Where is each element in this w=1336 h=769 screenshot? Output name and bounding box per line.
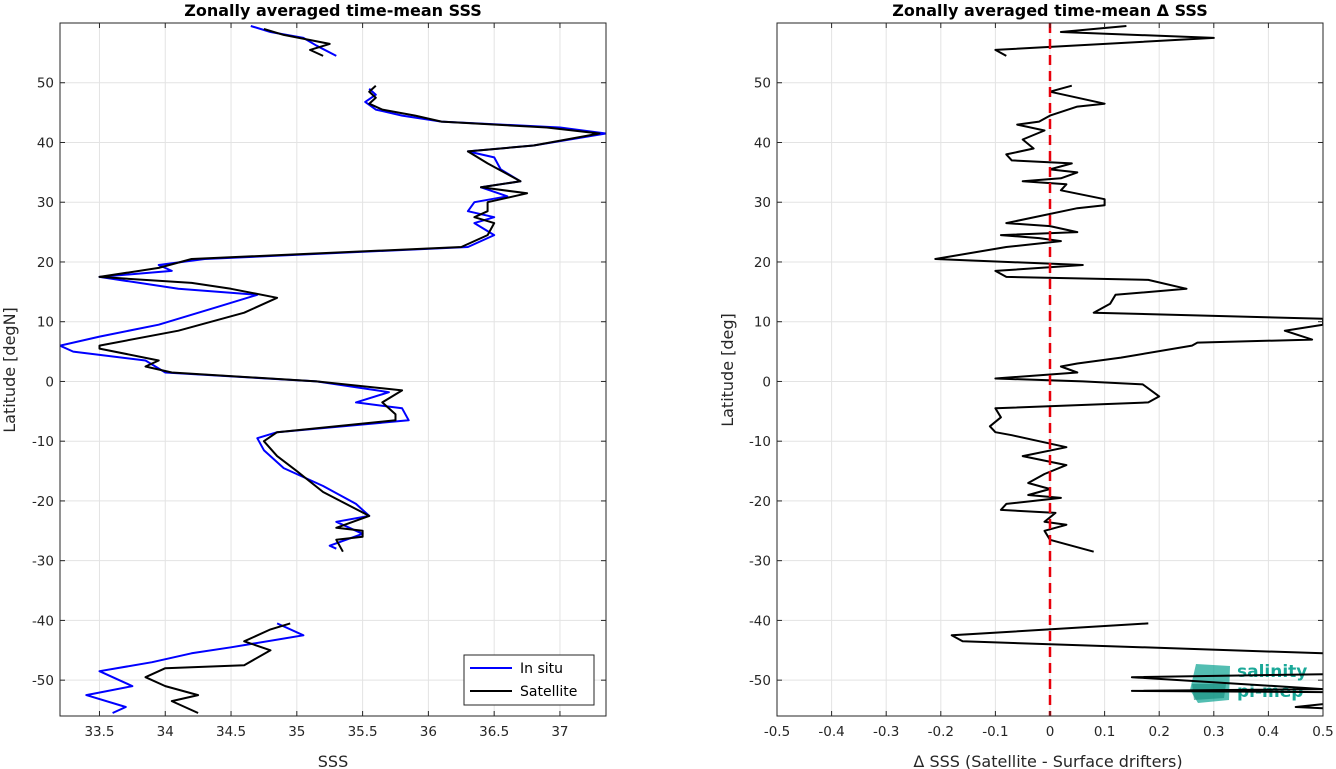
delta-y-tick-label: -20 [749,494,771,510]
sss-y-tick-label: -30 [32,554,54,570]
delta-y-tick-label: 20 [754,255,771,271]
sss-chart-title: Zonally averaged time-mean SSS [184,1,482,20]
delta-x-tick-label: 0.1 [1094,724,1115,740]
sss-y-tick-label: -50 [32,673,54,689]
delta-y-tick-label: -40 [749,613,771,629]
sss-x-tick-label: 37 [551,724,568,740]
delta-series-group [934,25,1323,710]
sss-x-tick-label: 35.5 [348,724,378,740]
delta-y-tick-label: 50 [754,76,771,92]
delta-x-tick-label: -0.5 [764,724,790,740]
sss-y-tick-label: -10 [32,434,54,450]
sss-y-tick-label: -40 [32,613,54,629]
sss-plot-area [60,23,606,716]
sss-x-tick-label: 36 [420,724,437,740]
delta-x-tick-label: 0 [1046,724,1055,740]
sss-series-satellite-line [98,84,601,553]
legend-in-situ-label: In situ [520,661,563,677]
sss-y-ticks: 50 40 30 20 10 0 -10 -20 -30 -40 -50 [32,76,606,689]
delta-y-tick-label: 30 [754,195,771,211]
sss-legend: In situ Satellite [463,654,595,706]
legend-box [463,654,595,706]
delta-series-difference-line [1294,703,1323,710]
delta-y-tick-label: 40 [754,135,771,151]
legend-satellite-label: Satellite [520,684,577,700]
sss-y-tick-label: 0 [45,374,54,390]
sss-y-tick-label: 10 [37,315,54,331]
delta-x-tick-label: 0.2 [1148,724,1169,740]
delta-x-tick-label: 0.5 [1312,724,1333,740]
delta-y-tick-label: -10 [749,434,771,450]
delta-x-tick-label: -0.4 [818,724,844,740]
sss-x-tick-label: 35 [288,724,305,740]
delta-series-difference-line [950,622,1323,655]
sss-series-group [60,25,606,714]
delta-series-difference-line [994,25,1215,57]
sss-y-tick-label: 50 [37,76,54,92]
delta-x-tick-label: -0.1 [982,724,1008,740]
delta-series-difference-line [934,84,1323,553]
delta-x-tick-label: 0.3 [1203,724,1224,740]
delta-y-tick-label: -30 [749,554,771,570]
delta-x-tick-label: 0.4 [1258,724,1279,740]
sss-axes-box [59,22,607,717]
sss-x-tick-label: 36.5 [479,724,509,740]
sss-y-axis-label: Latitude [degN] [0,307,19,433]
sss-y-tick-label: 20 [37,255,54,271]
sss-x-tick-label: 34 [157,724,174,740]
delta-y-axis-label: Latitude [deg] [718,313,737,427]
delta-chart-title: Zonally averaged time-mean Δ SSS [892,1,1208,20]
delta-lines [934,25,1323,710]
delta-y-tick-label: -50 [749,673,771,689]
sss-x-axis-label: SSS [318,752,348,769]
delta-x-ticks: -0.5 -0.4 -0.3 -0.2 -0.1 0 0.1 0.2 0.3 0.4 0.5 [764,23,1334,740]
sss-x-tick-label: 33.5 [84,724,114,740]
sss-y-tick-label: 30 [37,195,54,211]
sss-y-tick-label: 40 [37,135,54,151]
delta-sss-panel: salinity pi-mep -0.5 -0.4 -0.3 -0.2 -0.1 0 0.1… [718,1,1334,769]
delta-series-difference-line [1130,673,1323,694]
sss-series-in-situ-line [85,622,305,714]
delta-x-tick-label: -0.3 [873,724,899,740]
delta-x-tick-label: -0.2 [928,724,954,740]
logo-text-salinity: salinity [1237,662,1307,682]
sss-x-tick-label: 34.5 [216,724,246,740]
sss-panel: 33.5 34 34.5 35 35.5 36 36.5 37 50 40 30 20 10 0 -10 -… [0,1,607,769]
sss-series-satellite-line [263,28,331,57]
sss-series-satellite-line [144,622,291,714]
sss-lines [60,25,606,714]
sss-x-ticks: 33.5 34 34.5 35 35.5 36 36.5 37 [84,23,569,740]
delta-x-axis-label: Δ SSS (Satellite - Surface drifters) [913,752,1182,769]
delta-y-ticks: 50 40 30 20 10 0 -10 -20 -30 -40 -50 [749,76,1323,689]
sss-y-tick-label: -20 [32,494,54,510]
delta-y-tick-label: 0 [762,374,771,390]
delta-y-tick-label: 10 [754,315,771,331]
